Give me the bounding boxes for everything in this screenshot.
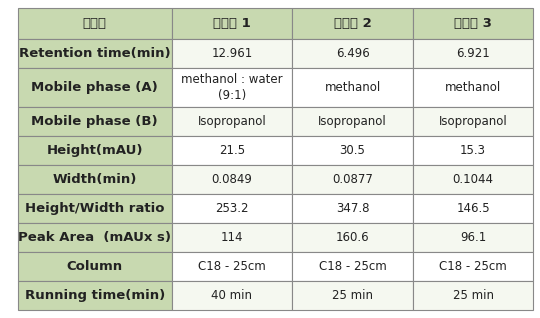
Text: C18 - 25cm: C18 - 25cm [439, 260, 507, 273]
FancyBboxPatch shape [18, 136, 172, 165]
Text: 25 min: 25 min [332, 289, 373, 302]
FancyBboxPatch shape [172, 223, 292, 252]
FancyBboxPatch shape [413, 281, 534, 310]
FancyBboxPatch shape [413, 39, 534, 68]
Text: Peak Area  (mAUx s): Peak Area (mAUx s) [18, 231, 171, 244]
FancyBboxPatch shape [18, 194, 172, 223]
FancyBboxPatch shape [413, 68, 534, 107]
FancyBboxPatch shape [18, 223, 172, 252]
Text: 6.921: 6.921 [456, 47, 490, 60]
FancyBboxPatch shape [18, 8, 172, 39]
FancyBboxPatch shape [172, 39, 292, 68]
Text: 분석법 2: 분석법 2 [334, 17, 372, 30]
Text: methanol: methanol [445, 81, 501, 94]
FancyBboxPatch shape [172, 107, 292, 136]
FancyBboxPatch shape [292, 252, 413, 281]
FancyBboxPatch shape [292, 8, 413, 39]
FancyBboxPatch shape [172, 136, 292, 165]
FancyBboxPatch shape [413, 194, 534, 223]
FancyBboxPatch shape [172, 252, 292, 281]
FancyBboxPatch shape [172, 281, 292, 310]
FancyBboxPatch shape [413, 107, 534, 136]
Text: 96.1: 96.1 [460, 231, 486, 244]
FancyBboxPatch shape [292, 165, 413, 194]
FancyBboxPatch shape [292, 68, 413, 107]
FancyBboxPatch shape [172, 68, 292, 107]
Text: 25 min: 25 min [453, 289, 494, 302]
FancyBboxPatch shape [292, 107, 413, 136]
FancyBboxPatch shape [413, 223, 534, 252]
Text: methanol: methanol [325, 81, 381, 94]
FancyBboxPatch shape [18, 68, 172, 107]
FancyBboxPatch shape [413, 165, 534, 194]
Text: Isopropanol: Isopropanol [318, 115, 387, 128]
Text: 0.1044: 0.1044 [453, 173, 494, 186]
FancyBboxPatch shape [172, 165, 292, 194]
Text: 분석법 1: 분석법 1 [213, 17, 251, 30]
Text: 12.961: 12.961 [211, 47, 253, 60]
Text: 160.6: 160.6 [336, 231, 369, 244]
Text: 0.0849: 0.0849 [212, 173, 252, 186]
FancyBboxPatch shape [292, 39, 413, 68]
FancyBboxPatch shape [413, 8, 534, 39]
FancyBboxPatch shape [413, 252, 534, 281]
FancyBboxPatch shape [18, 252, 172, 281]
Text: 30.5: 30.5 [340, 144, 366, 157]
Text: Running time(min): Running time(min) [25, 289, 165, 302]
Text: 분석법: 분석법 [83, 17, 107, 30]
Text: Mobile phase (B): Mobile phase (B) [31, 115, 158, 128]
Text: 146.5: 146.5 [456, 202, 490, 215]
FancyBboxPatch shape [172, 194, 292, 223]
Text: Column: Column [66, 260, 123, 273]
Text: Width(min): Width(min) [52, 173, 137, 186]
FancyBboxPatch shape [18, 39, 172, 68]
Text: 40 min: 40 min [212, 289, 252, 302]
Text: Mobile phase (A): Mobile phase (A) [31, 81, 158, 94]
FancyBboxPatch shape [18, 165, 172, 194]
Text: Isopropanol: Isopropanol [198, 115, 266, 128]
Text: methanol : water
(9:1): methanol : water (9:1) [181, 73, 283, 102]
FancyBboxPatch shape [413, 136, 534, 165]
Text: 0.0877: 0.0877 [332, 173, 373, 186]
FancyBboxPatch shape [292, 223, 413, 252]
Text: 6.496: 6.496 [336, 47, 369, 60]
Text: 114: 114 [221, 231, 243, 244]
FancyBboxPatch shape [18, 107, 172, 136]
Text: 분석법 3: 분석법 3 [454, 17, 492, 30]
FancyBboxPatch shape [292, 194, 413, 223]
Text: Retention time(min): Retention time(min) [19, 47, 171, 60]
FancyBboxPatch shape [172, 8, 292, 39]
Text: 347.8: 347.8 [336, 202, 369, 215]
FancyBboxPatch shape [18, 281, 172, 310]
Text: Height(mAU): Height(mAU) [46, 144, 143, 157]
Text: 253.2: 253.2 [215, 202, 249, 215]
Text: C18 - 25cm: C18 - 25cm [319, 260, 387, 273]
Text: 21.5: 21.5 [219, 144, 245, 157]
FancyBboxPatch shape [292, 281, 413, 310]
Text: 15.3: 15.3 [460, 144, 486, 157]
FancyBboxPatch shape [292, 136, 413, 165]
Text: C18 - 25cm: C18 - 25cm [198, 260, 266, 273]
Text: Isopropanol: Isopropanol [438, 115, 508, 128]
Text: Height/Width ratio: Height/Width ratio [25, 202, 165, 215]
